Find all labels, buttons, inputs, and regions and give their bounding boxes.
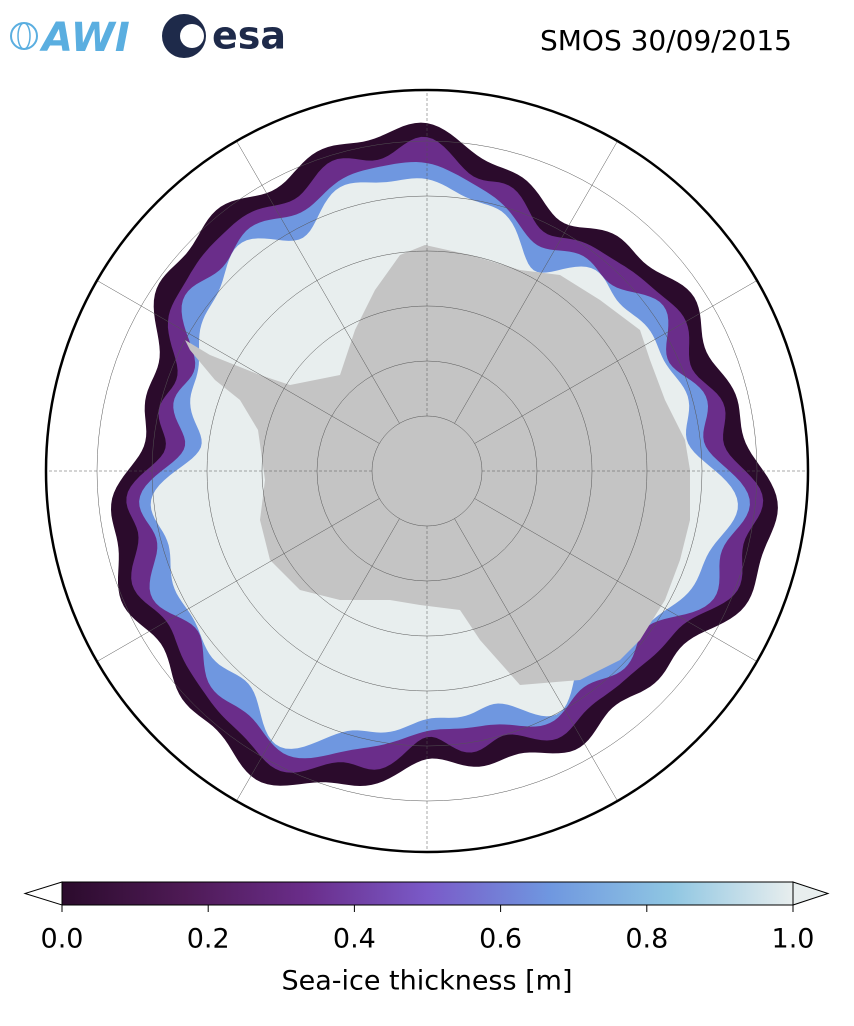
map-border	[44, 88, 810, 854]
antarctica	[185, 245, 690, 685]
colorbar-tick-label: 0.8	[625, 924, 668, 955]
longitude-line	[474, 498, 774, 672]
colorbar-tick-label: 0.0	[41, 924, 84, 955]
colorbar-tick-label: 1.0	[772, 924, 815, 955]
title: SMOS 30/09/2015	[540, 24, 792, 57]
colorbar-label: Sea-ice thickness [m]	[281, 966, 572, 997]
colorbar-tick-label: 0.2	[187, 924, 230, 955]
longitude-line	[80, 270, 380, 444]
colorbar-tick-label: 0.6	[479, 924, 522, 955]
longitude-line	[474, 270, 774, 444]
esa-text: esa	[212, 14, 286, 58]
longitude-line	[454, 124, 628, 424]
colorbar-tick-label: 0.4	[333, 924, 376, 955]
map	[46, 90, 808, 852]
longitude-line	[226, 124, 400, 424]
esa-logo: esa	[162, 14, 286, 58]
longitude-line	[454, 518, 628, 818]
awi-logo: AWI	[10, 15, 130, 61]
colorbar	[23, 881, 830, 912]
longitude-line	[80, 498, 380, 672]
awi-text: AWI	[39, 15, 130, 61]
longitude-line	[226, 518, 400, 818]
